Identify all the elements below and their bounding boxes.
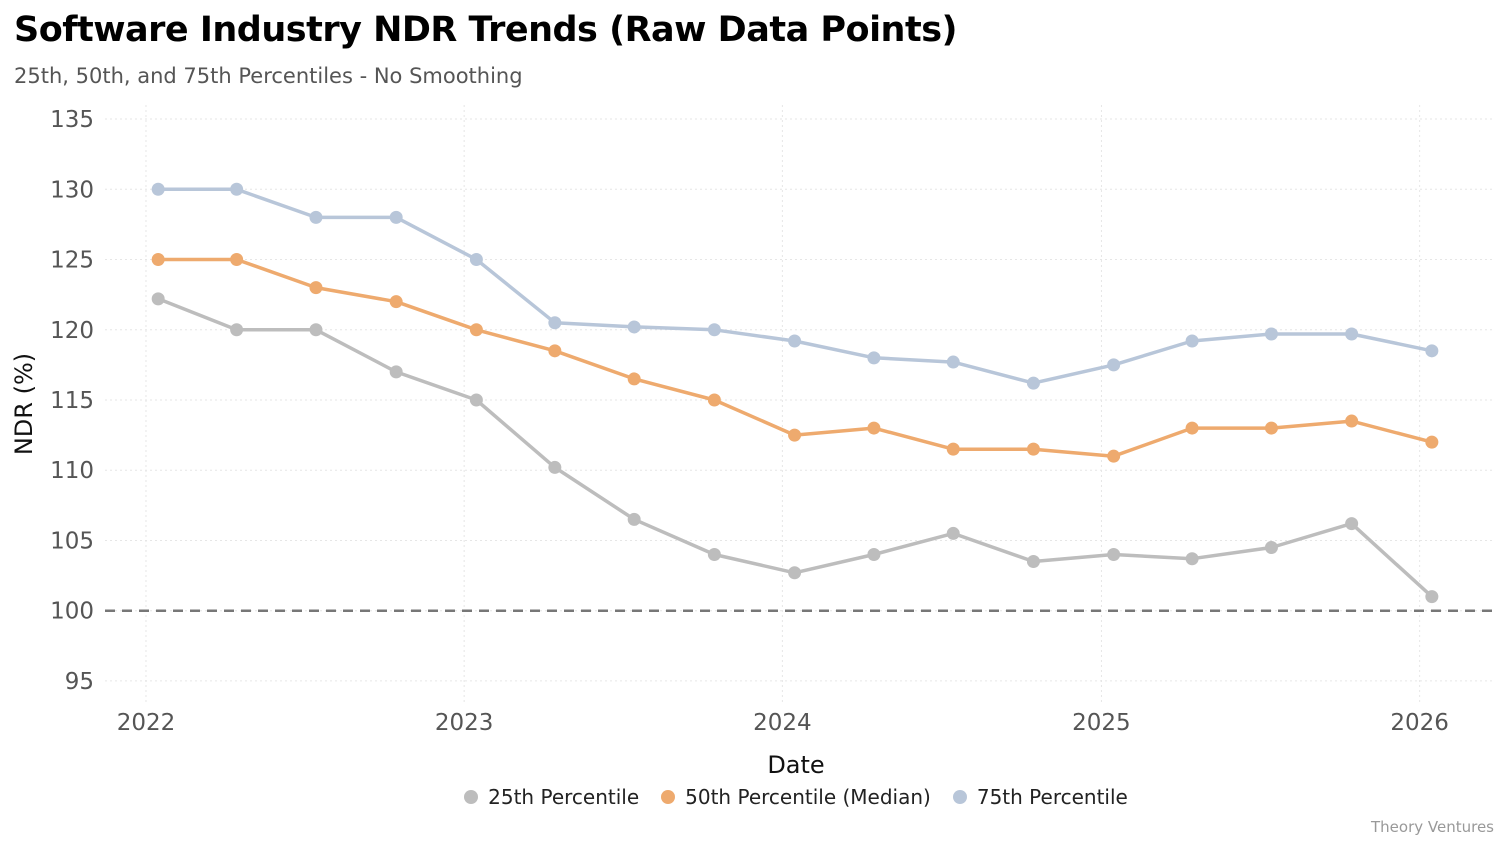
series-0-point	[1345, 517, 1359, 531]
series-2-point	[469, 253, 483, 267]
series-0-point	[1185, 552, 1199, 566]
series-line-1	[158, 257, 1433, 458]
chart-legend: 25th Percentile 50th Percentile (Median)…	[0, 785, 1512, 809]
chart-subtitle: 25th, 50th, and 75th Percentiles - No Sm…	[14, 64, 523, 88]
series-0-point	[867, 548, 881, 562]
series-1-point	[867, 421, 881, 435]
series-1-point	[1264, 421, 1278, 435]
series-1-point	[548, 344, 562, 358]
series-2-point	[151, 182, 165, 196]
legend-label-50th: 50th Percentile (Median)	[685, 785, 931, 809]
series-1-point	[151, 253, 165, 267]
y-tick-label: 100	[50, 599, 94, 625]
y-tick-label: 115	[50, 388, 94, 414]
series-0-point	[548, 460, 562, 474]
y-axis-label: NDR (%)	[10, 353, 38, 455]
series-1-point	[946, 442, 960, 456]
legend-marker-25th	[464, 790, 479, 804]
series-0-point	[1264, 540, 1278, 554]
series-1-point	[309, 281, 323, 295]
y-tick-label: 135	[50, 107, 94, 133]
series-0-point	[707, 548, 721, 562]
series-2-point	[1264, 327, 1278, 341]
series-2-point	[1345, 327, 1359, 341]
chart-title: Software Industry NDR Trends (Raw Data P…	[14, 10, 958, 50]
x-tick-label: 2026	[1390, 710, 1449, 736]
series-1-point	[1107, 449, 1121, 463]
series-1-point	[707, 393, 721, 407]
series-1-point	[469, 323, 483, 337]
series-0-point	[469, 393, 483, 407]
legend-item-50th: 50th Percentile (Median)	[661, 785, 931, 809]
x-tick-label: 2023	[435, 710, 494, 736]
series-2-point	[548, 316, 562, 330]
series-0-point	[151, 292, 165, 306]
series-2-point	[389, 210, 403, 224]
series-0-point	[1026, 555, 1040, 569]
series-2-point	[1185, 334, 1199, 348]
y-tick-label: 120	[50, 318, 94, 344]
series-1-point	[389, 295, 403, 309]
legend-item-25th: 25th Percentile	[464, 785, 639, 809]
x-axis-label: Date	[767, 751, 824, 779]
series-2-point	[788, 334, 802, 348]
series-2-point	[1425, 344, 1439, 358]
series-0-point	[946, 526, 960, 540]
series-1-point	[230, 253, 244, 267]
legend-marker-50th	[661, 790, 676, 804]
series-0-point	[1425, 590, 1439, 604]
series-2-point	[1026, 376, 1040, 390]
legend-marker-75th	[952, 790, 967, 804]
series-1-point	[1185, 421, 1199, 435]
series-0-point	[230, 323, 244, 337]
legend-label-75th: 75th Percentile	[976, 785, 1128, 809]
series-2-point	[309, 210, 323, 224]
series-line-2	[158, 187, 1433, 385]
y-tick-label: 125	[50, 248, 94, 274]
series-1-point	[627, 372, 641, 386]
y-tick-label: 110	[50, 458, 94, 484]
series-1-point	[1425, 435, 1439, 449]
series-0-point	[788, 566, 802, 580]
series-1-point	[1026, 442, 1040, 456]
series-0-point	[389, 365, 403, 379]
y-tick-label: 105	[50, 528, 94, 554]
x-tick-label: 2022	[117, 710, 176, 736]
series-1-point	[788, 428, 802, 442]
series-2-point	[946, 355, 960, 369]
series-2-point	[230, 182, 244, 196]
legend-label-25th: 25th Percentile	[488, 785, 640, 809]
y-tick-label: 95	[65, 669, 94, 695]
series-2-point	[627, 320, 641, 334]
series-2-point	[707, 323, 721, 337]
x-tick-label: 2024	[753, 710, 812, 736]
credit-text: Theory Ventures	[1371, 818, 1494, 836]
y-tick-label: 130	[50, 177, 94, 203]
series-1-point	[1345, 414, 1359, 428]
series-0-point	[1107, 548, 1121, 562]
x-tick-label: 2025	[1072, 710, 1131, 736]
series-0-point	[309, 323, 323, 337]
legend-item-75th: 75th Percentile	[952, 785, 1128, 809]
series-0-point	[627, 512, 641, 526]
series-2-point	[867, 351, 881, 365]
series-2-point	[1107, 358, 1121, 372]
